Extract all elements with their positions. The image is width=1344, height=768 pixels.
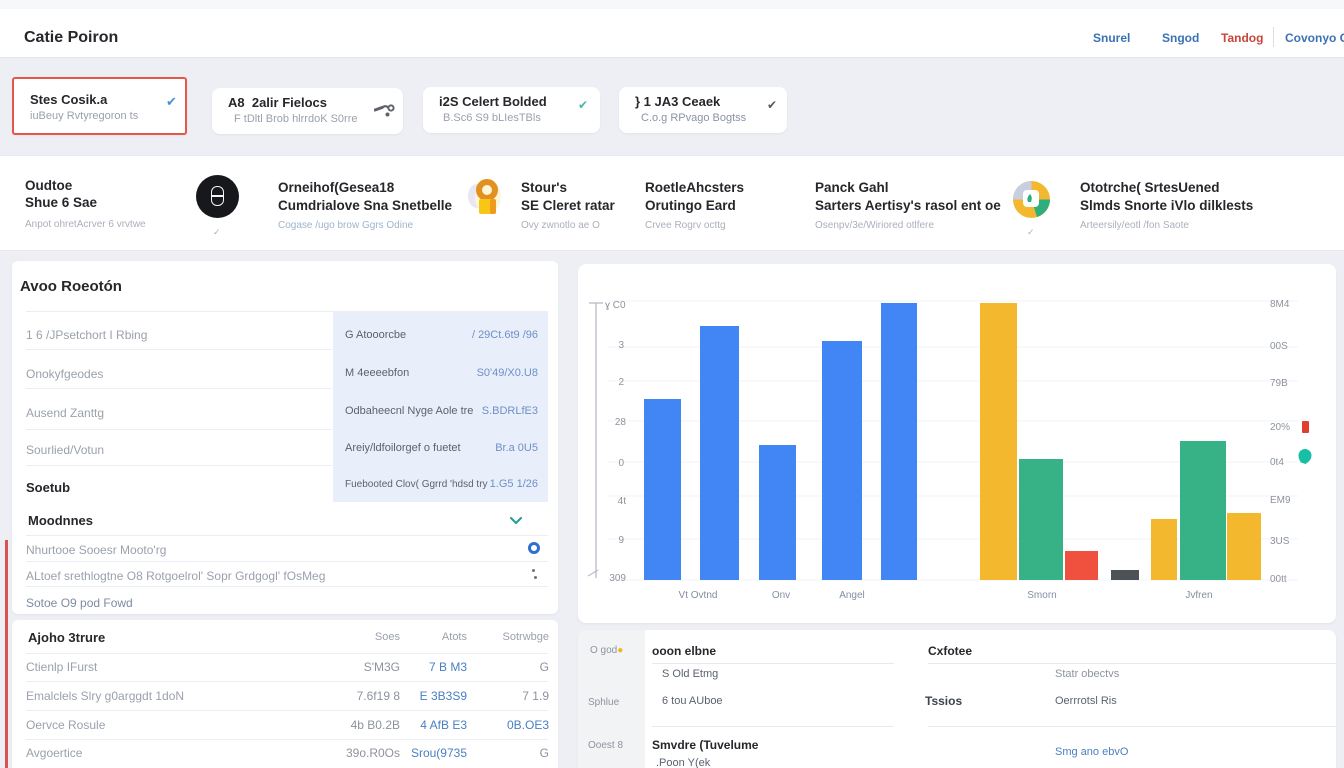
svg-text:2: 2 <box>618 377 624 388</box>
svg-text:9: 9 <box>618 535 624 546</box>
svg-text:0: 0 <box>618 458 624 469</box>
svg-text:79B: 79B <box>1270 378 1288 389</box>
svg-text:3: 3 <box>618 340 624 351</box>
svg-text:28: 28 <box>615 417 627 428</box>
svg-text:3US: 3US <box>1270 536 1290 547</box>
svg-text:00tt: 00tt <box>1270 574 1287 585</box>
svg-text:Jvfren: Jvfren <box>1185 590 1212 601</box>
svg-text:ɣ C0: ɣ C0 <box>605 300 626 311</box>
svg-text:00S: 00S <box>1270 341 1288 352</box>
svg-text:Vt Ovtnd: Vt Ovtnd <box>679 590 718 601</box>
svg-text:20%: 20% <box>1270 422 1290 433</box>
svg-text:309: 309 <box>609 573 626 584</box>
svg-text:Angel: Angel <box>839 590 865 601</box>
svg-text:0t4: 0t4 <box>1270 457 1284 468</box>
svg-text:EM9: EM9 <box>1270 495 1291 506</box>
svg-text:4t: 4t <box>618 496 627 507</box>
svg-text:Smorn: Smorn <box>1027 590 1056 601</box>
svg-text:8M4: 8M4 <box>1270 299 1290 310</box>
svg-text:Onv: Onv <box>772 590 790 601</box>
